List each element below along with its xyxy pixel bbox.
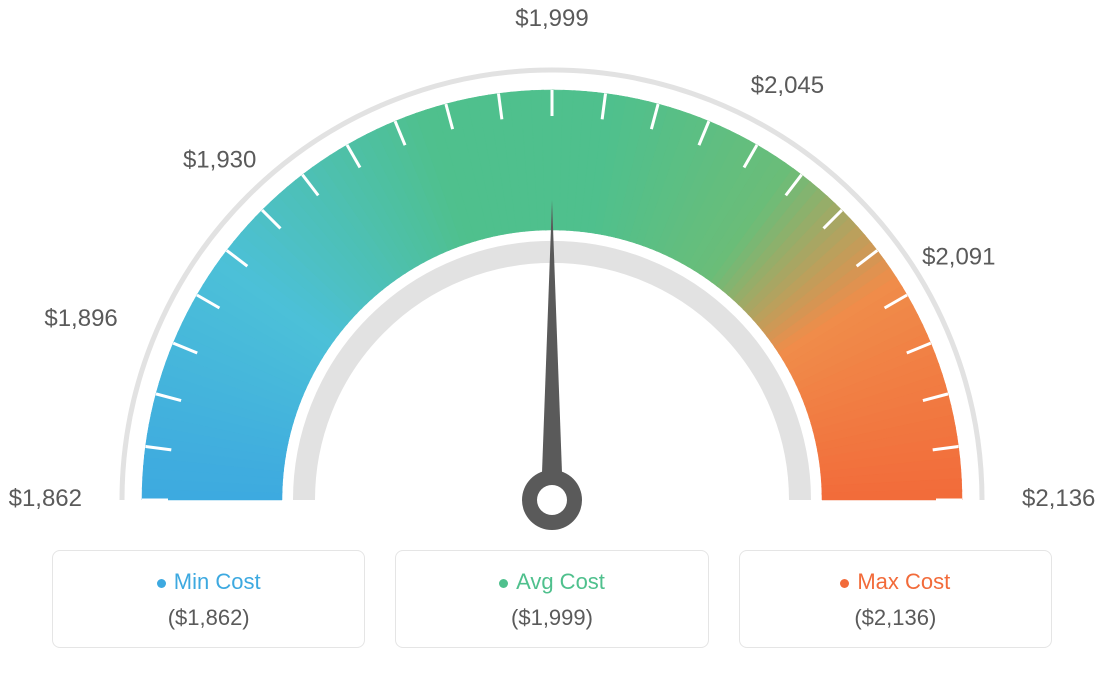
legend-label-max: Max Cost	[857, 569, 950, 594]
legend-title-avg: Avg Cost	[406, 569, 697, 595]
legend-card-max: Max Cost ($2,136)	[739, 550, 1052, 648]
svg-text:$1,999: $1,999	[515, 5, 588, 32]
legend-dot-min	[157, 579, 166, 588]
legend-dot-avg	[499, 579, 508, 588]
svg-text:$1,896: $1,896	[44, 305, 117, 332]
legend-value-avg: ($1,999)	[406, 605, 697, 631]
legend-title-max: Max Cost	[750, 569, 1041, 595]
gauge-chart: $1,862 $1,896 $1,930 $1,999 $2,045 $2,091 $2,1…	[0, 0, 1104, 540]
legend-card-min: Min Cost ($1,862)	[52, 550, 365, 648]
legend-label-avg: Avg Cost	[516, 569, 605, 594]
svg-text:$2,136: $2,136	[1022, 485, 1095, 512]
svg-text:$2,091: $2,091	[922, 244, 995, 271]
gauge-needle-base-hole	[537, 485, 567, 515]
legend-value-min: ($1,862)	[63, 605, 354, 631]
legend-label-min: Min Cost	[174, 569, 261, 594]
gauge-svg: $1,862 $1,896 $1,930 $1,999 $2,045 $2,091 $2,1…	[0, 0, 1104, 540]
legend-card-avg: Avg Cost ($1,999)	[395, 550, 708, 648]
svg-text:$1,862: $1,862	[9, 485, 82, 512]
legend-row: Min Cost ($1,862) Avg Cost ($1,999) Max …	[52, 550, 1052, 648]
svg-text:$2,045: $2,045	[751, 72, 824, 99]
legend-dot-max	[840, 579, 849, 588]
legend-value-max: ($2,136)	[750, 605, 1041, 631]
svg-text:$1,930: $1,930	[183, 147, 256, 174]
legend-title-min: Min Cost	[63, 569, 354, 595]
